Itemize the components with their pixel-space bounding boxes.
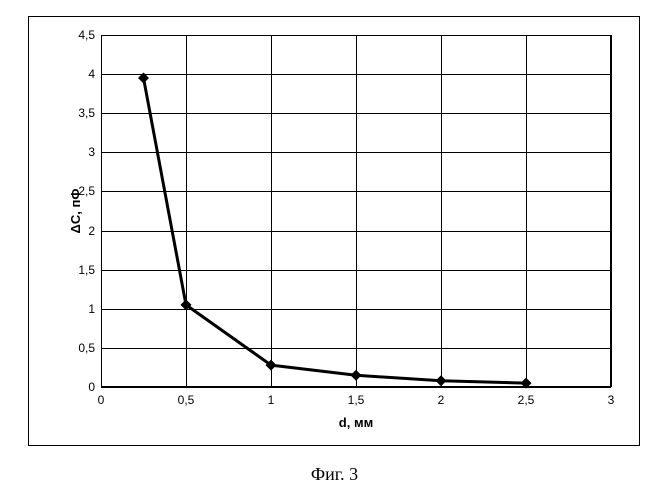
y-tick-label: 1,5: [78, 263, 95, 277]
data-marker: [138, 73, 149, 84]
x-tick-label: 1,5: [348, 393, 365, 407]
y-tick-label: 2: [88, 224, 95, 238]
x-tick-label: 0,5: [178, 393, 195, 407]
data-marker: [351, 370, 362, 381]
y-tick-label: 3: [88, 145, 95, 159]
figure-caption: Фиг. 3: [28, 464, 641, 485]
y-tick-label: 0: [88, 380, 95, 394]
data-marker: [436, 375, 447, 386]
x-axis-title: d, мм: [339, 415, 373, 430]
y-tick-label: 0,5: [78, 341, 95, 355]
x-tick-label: 1: [268, 393, 275, 407]
plot-area: 00,511,522,533,544,5 00,511,522,53 ΔC, п…: [101, 35, 611, 387]
x-tick-label: 2,5: [518, 393, 535, 407]
data-line: [101, 35, 611, 387]
y-tick-label: 1: [88, 302, 95, 316]
y-axis-title: ΔC, пФ: [68, 189, 83, 234]
x-tick-label: 3: [608, 393, 615, 407]
page: 00,511,522,533,544,5 00,511,522,53 ΔC, п…: [0, 0, 669, 500]
data-marker: [521, 378, 532, 389]
y-tick-label: 3,5: [78, 106, 95, 120]
y-tick-label: 4,5: [78, 28, 95, 42]
chart-container: 00,511,522,533,544,5 00,511,522,53 ΔC, п…: [28, 16, 640, 446]
x-tick-label: 0: [98, 393, 105, 407]
y-tick-label: 4: [88, 67, 95, 81]
x-tick-label: 2: [438, 393, 445, 407]
